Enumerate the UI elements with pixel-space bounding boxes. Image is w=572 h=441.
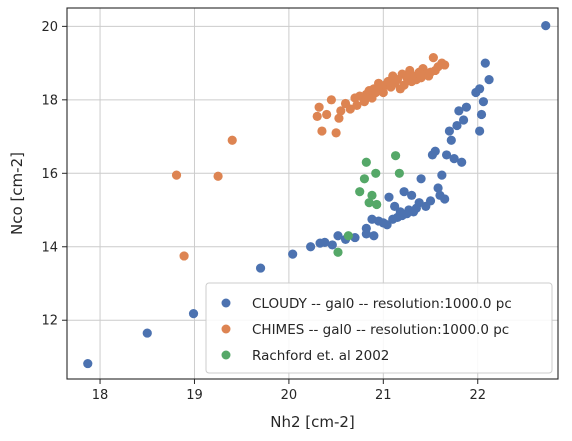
data-point (322, 109, 332, 120)
data-point (478, 97, 489, 107)
data-point (384, 192, 394, 202)
data-point (476, 109, 487, 120)
data-point (355, 187, 365, 197)
data-point (458, 115, 469, 125)
data-point (382, 220, 392, 230)
data-point (359, 97, 370, 107)
data-point (255, 263, 266, 273)
data-point (399, 80, 409, 90)
data-point (446, 135, 456, 145)
data-point (457, 157, 467, 167)
data-point (430, 146, 440, 156)
legend-marker-rachford (221, 350, 231, 360)
y-tick-label: 16 (41, 167, 58, 182)
data-point (327, 240, 337, 250)
y-axis-label: Nco [cm-2] (8, 152, 26, 235)
data-point (171, 170, 182, 180)
data-point (369, 231, 379, 241)
data-point (475, 126, 485, 136)
data-point (441, 150, 452, 160)
legend-label-chimes: CHIMES -- gal0 -- resolution:1000.0 pc (252, 322, 509, 338)
x-tick-label: 20 (281, 388, 298, 403)
y-tick-label: 20 (41, 20, 58, 35)
data-point (428, 52, 438, 63)
data-point (394, 168, 404, 178)
data-point (333, 231, 343, 241)
data-point (390, 201, 400, 211)
data-point (390, 151, 401, 161)
x-tick-label: 21 (375, 388, 392, 403)
data-points (83, 21, 551, 369)
data-point (83, 358, 93, 369)
data-point (227, 135, 237, 145)
data-point (306, 242, 316, 252)
data-point (480, 58, 490, 68)
data-point (343, 231, 353, 241)
data-point (312, 111, 322, 121)
data-point (440, 194, 450, 204)
data-point (333, 247, 343, 257)
data-point (288, 249, 298, 259)
data-point (326, 95, 336, 105)
data-point (188, 309, 199, 319)
data-point (444, 126, 455, 136)
data-point (452, 120, 462, 131)
data-point (425, 196, 436, 206)
legend-label-cloudy: CLOUDY -- gal0 -- resolution:1000.0 pc (252, 296, 512, 312)
data-point (484, 75, 494, 85)
axis-ticks: 18 19 20 21 22 12 14 16 18 20 (41, 20, 486, 403)
y-tick-label: 12 (41, 314, 58, 329)
series-1 (171, 52, 450, 261)
data-point (334, 113, 344, 123)
series-2 (333, 151, 404, 257)
legend: CLOUDY -- gal0 -- resolution:1000.0 pc C… (205, 282, 553, 374)
data-point (367, 190, 377, 200)
data-point (352, 100, 362, 110)
data-point (359, 174, 370, 184)
legend-box (205, 282, 553, 374)
data-point (449, 154, 459, 164)
x-tick-label: 19 (186, 388, 203, 403)
data-point (371, 168, 381, 178)
x-tick-label: 18 (92, 388, 109, 403)
data-point (361, 223, 371, 233)
legend-marker-chimes (221, 324, 231, 334)
data-point (461, 102, 472, 112)
data-point (314, 102, 324, 112)
data-point (440, 60, 450, 70)
legend-marker-cloudy (221, 298, 231, 308)
plot-frame (66, 7, 559, 380)
data-point (475, 84, 485, 94)
data-point (213, 171, 223, 181)
data-point (361, 157, 371, 167)
legend-label-rachford: Rachford et. al 2002 (252, 348, 389, 364)
data-point (433, 183, 443, 193)
data-point (407, 190, 417, 200)
y-tick-label: 14 (41, 240, 58, 255)
x-tick-label: 22 (469, 388, 486, 403)
data-point (364, 198, 374, 208)
data-point (541, 21, 551, 31)
data-point (416, 174, 426, 184)
series-0 (83, 21, 551, 369)
data-point (336, 106, 346, 116)
x-axis-label: Nh2 [cm-2] (270, 413, 355, 431)
data-point (437, 170, 447, 180)
data-point (399, 187, 409, 197)
data-point (320, 237, 330, 247)
data-point (317, 126, 327, 136)
data-point (142, 328, 152, 338)
data-point (454, 106, 464, 116)
data-point (378, 87, 388, 98)
data-point (372, 199, 382, 210)
data-point (179, 251, 189, 261)
data-point (331, 128, 341, 138)
y-tick-label: 18 (41, 93, 58, 108)
